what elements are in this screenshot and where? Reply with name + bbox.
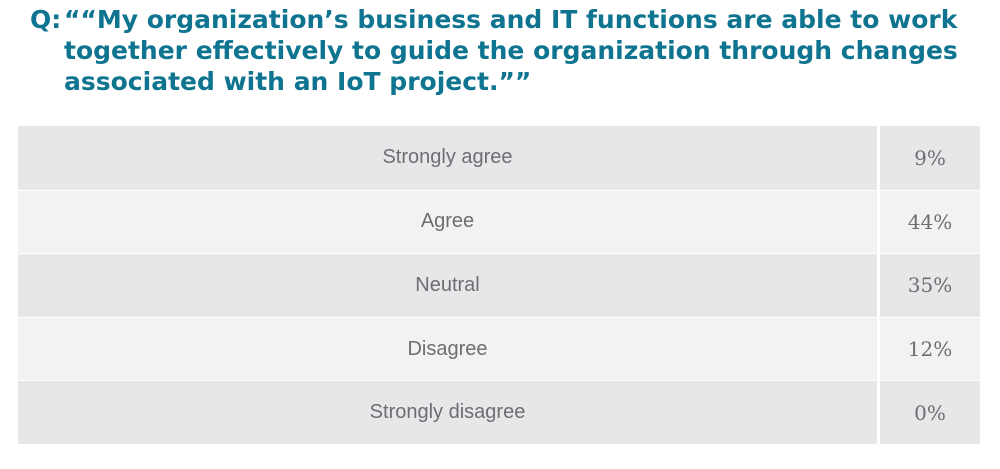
- response-label: Neutral: [415, 273, 480, 296]
- response-percent: 9%: [877, 126, 980, 190]
- table-row: Disagree 12%: [18, 316, 980, 381]
- question-text: ““My organization’s business and IT func…: [64, 5, 958, 96]
- response-label: Disagree: [407, 337, 488, 360]
- table-row: Agree 44%: [18, 189, 980, 254]
- question-prefix: Q:: [30, 5, 62, 34]
- response-percent: 12%: [877, 317, 980, 381]
- response-percent: 35%: [877, 254, 980, 317]
- response-label: Agree: [420, 210, 475, 233]
- response-percent: 0%: [877, 381, 980, 444]
- response-percent: 44%: [877, 190, 980, 254]
- table-row: Neutral 35%: [18, 253, 980, 317]
- survey-question: Q: ““My organization’s business and IT f…: [30, 4, 990, 97]
- table-row: Strongly agree 9%: [18, 126, 980, 190]
- response-table: Strongly agree 9% Agree 44% Neutral 35% Disagr…: [18, 126, 980, 444]
- response-label: Strongly agree: [382, 146, 513, 169]
- response-label: Strongly disagree: [369, 401, 526, 424]
- table-row: Strongly disagree 0%: [18, 380, 980, 444]
